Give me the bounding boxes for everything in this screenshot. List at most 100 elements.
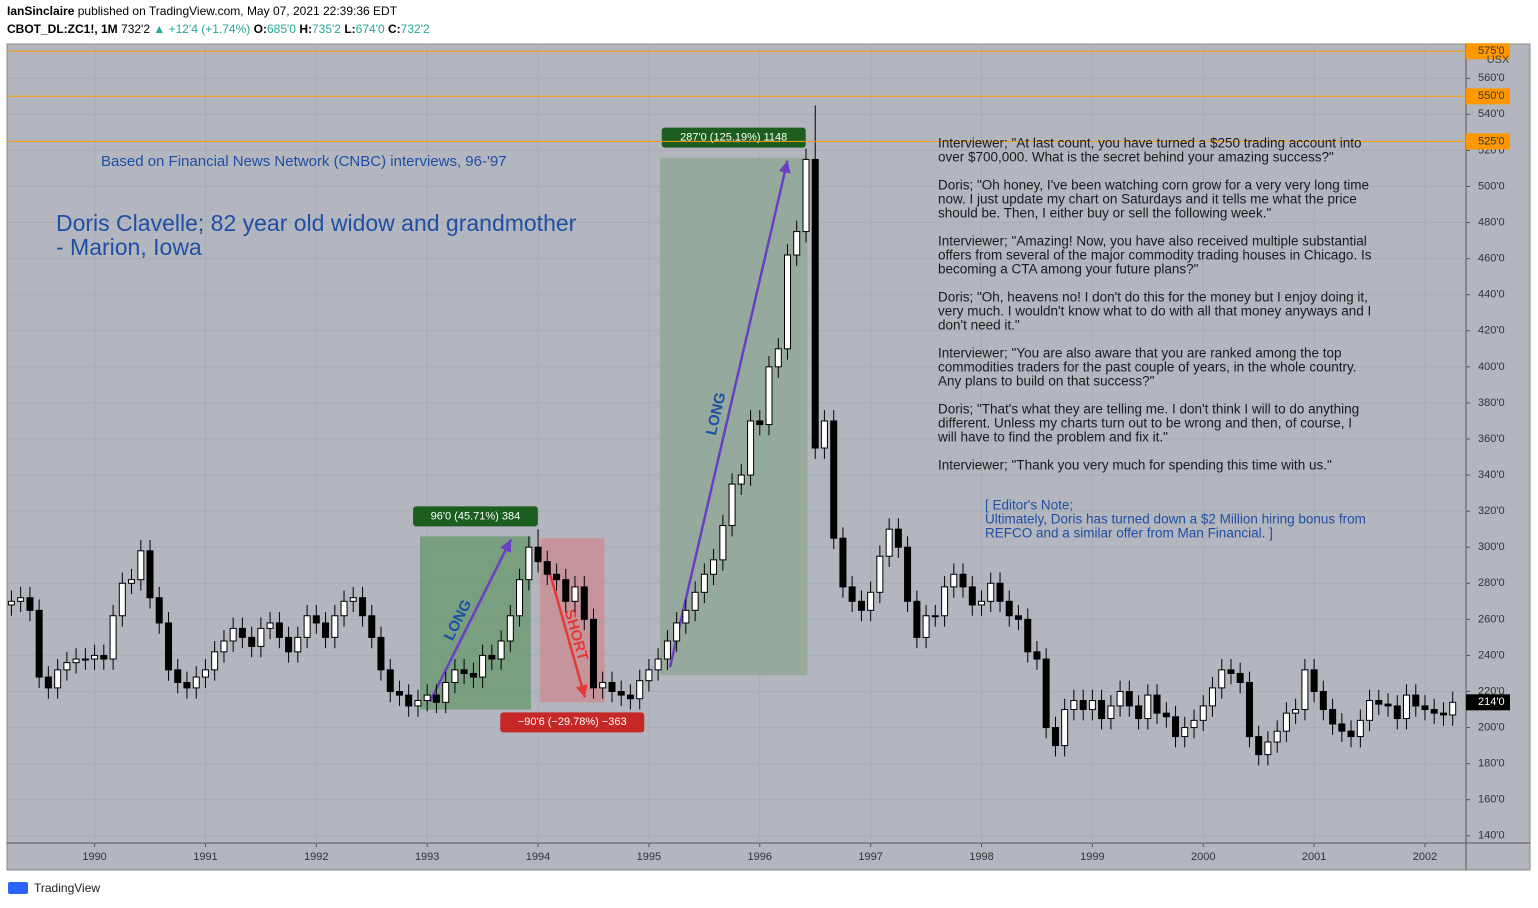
candle-body: [626, 694, 634, 700]
x-tick-label: 1999: [1080, 851, 1104, 863]
candle-body: [1282, 712, 1290, 732]
candle-body: [516, 579, 524, 617]
candle-body: [599, 681, 607, 689]
x-tick-label: 2000: [1191, 851, 1215, 863]
candle-body: [1301, 669, 1309, 711]
candle-body: [608, 681, 616, 692]
candle-body: [91, 654, 99, 660]
candle-body: [1245, 681, 1253, 738]
candle-body: [1024, 618, 1032, 653]
candle-body: [700, 573, 708, 593]
candle-body: [1421, 705, 1429, 711]
trend-arrow: [428, 538, 513, 703]
position-label-bg: [500, 712, 645, 733]
candle-body: [44, 676, 52, 689]
candle-body: [1236, 672, 1244, 683]
y-tick-label: 540'0: [1478, 108, 1505, 120]
y-tick-label: 180'0: [1478, 758, 1505, 770]
x-tick-label: 1991: [193, 851, 217, 863]
x-tick-label: 1992: [304, 851, 328, 863]
candle-body: [1255, 736, 1263, 756]
candle-body: [201, 669, 209, 678]
candle-body: [220, 640, 228, 653]
candle-body: [1227, 669, 1235, 674]
candle-body: [1329, 709, 1337, 725]
candle-body: [682, 609, 690, 624]
candle-body: [1107, 705, 1115, 720]
candle-body: [913, 600, 921, 638]
interview-line: will have to find the problem and fix it…: [937, 430, 1168, 445]
y-tick-label: 140'0: [1478, 830, 1505, 842]
symbol: CBOT_DL:ZC1!, 1M: [7, 22, 118, 36]
candle-body: [1144, 694, 1152, 720]
level-tag: [1466, 133, 1510, 150]
candle-body: [1042, 658, 1050, 729]
interview-line: becoming a CTA among your future plans?": [938, 262, 1199, 277]
candle-body: [506, 615, 514, 642]
candle-body: [645, 669, 653, 682]
interview-line: Interviewer; "At last count, you have tu…: [938, 136, 1362, 151]
interview-line: don't need it.": [938, 318, 1020, 333]
candle-body: [1338, 723, 1346, 732]
candle-body: [996, 582, 1004, 602]
candle-body: [1070, 700, 1078, 711]
y-tick-label: 300'0: [1478, 541, 1505, 553]
candle-body: [950, 573, 958, 588]
candle-body: [377, 636, 385, 671]
position-label-bg: [661, 127, 806, 148]
level-label: 575'0: [1478, 45, 1505, 57]
level-tag: [1466, 88, 1510, 105]
candle-body: [192, 676, 200, 689]
candle-body: [1051, 727, 1059, 747]
candle-body: [368, 615, 376, 638]
candle-body: [1172, 716, 1180, 738]
candle-body: [1412, 694, 1420, 707]
editor-line: Ultimately, Doris has turned down a $2 M…: [985, 512, 1366, 527]
candle-body: [1033, 651, 1041, 660]
candle-body: [26, 597, 34, 611]
candle-body: [414, 700, 422, 707]
interview-line: Doris; "Oh, heavens no! I don't do this …: [938, 290, 1368, 305]
candle-body: [1125, 690, 1133, 707]
candle-body: [1061, 709, 1069, 747]
author: IanSinclaire: [7, 4, 75, 18]
candle-body: [931, 615, 939, 618]
candle-body: [968, 586, 976, 606]
l: 674'0: [356, 22, 385, 36]
candle-body: [1356, 719, 1364, 738]
candle-body: [479, 654, 487, 678]
candle-body: [894, 528, 902, 548]
candle-body: [737, 474, 745, 485]
candle-body: [1088, 700, 1096, 711]
candle-body: [1135, 705, 1143, 720]
level-label: 525'0: [1478, 135, 1505, 147]
candle-body: [248, 636, 256, 647]
x-tick-label: 1996: [748, 851, 772, 863]
candle-body: [312, 615, 320, 624]
candle-body: [386, 669, 394, 692]
y-tick-label: 360'0: [1478, 433, 1505, 445]
candle-body: [987, 582, 995, 602]
candle-body: [1116, 690, 1124, 707]
editor-line: [ Editor's Note;: [985, 498, 1073, 513]
position-box: [660, 157, 808, 676]
candle-body: [146, 550, 154, 599]
interview-line: Doris; "Oh honey, I've been watching cor…: [938, 178, 1369, 193]
candle-body: [728, 483, 736, 527]
editor-line: REFCO and a similar offer from Man Finan…: [985, 526, 1273, 541]
candle-body: [303, 615, 311, 638]
candle-body: [830, 420, 838, 539]
x-tick-label: 1990: [82, 851, 106, 863]
candle-body: [1292, 709, 1300, 714]
x-tick-label: 1998: [969, 851, 993, 863]
o-key: O:: [254, 22, 267, 36]
x-tick-label: 2002: [1413, 851, 1437, 863]
candle-body: [229, 627, 237, 642]
candle-body: [1014, 615, 1022, 620]
candle-body: [654, 658, 662, 671]
candle-body: [1439, 712, 1447, 716]
footer: TradingView: [34, 881, 100, 895]
candle-body: [331, 615, 339, 638]
symbol-line: CBOT_DL:ZC1!, 1M 732'2 ▲ +12'4 (+1.74%) …: [7, 22, 430, 36]
interview-line: different. Unless my charts turn out to …: [938, 416, 1352, 431]
